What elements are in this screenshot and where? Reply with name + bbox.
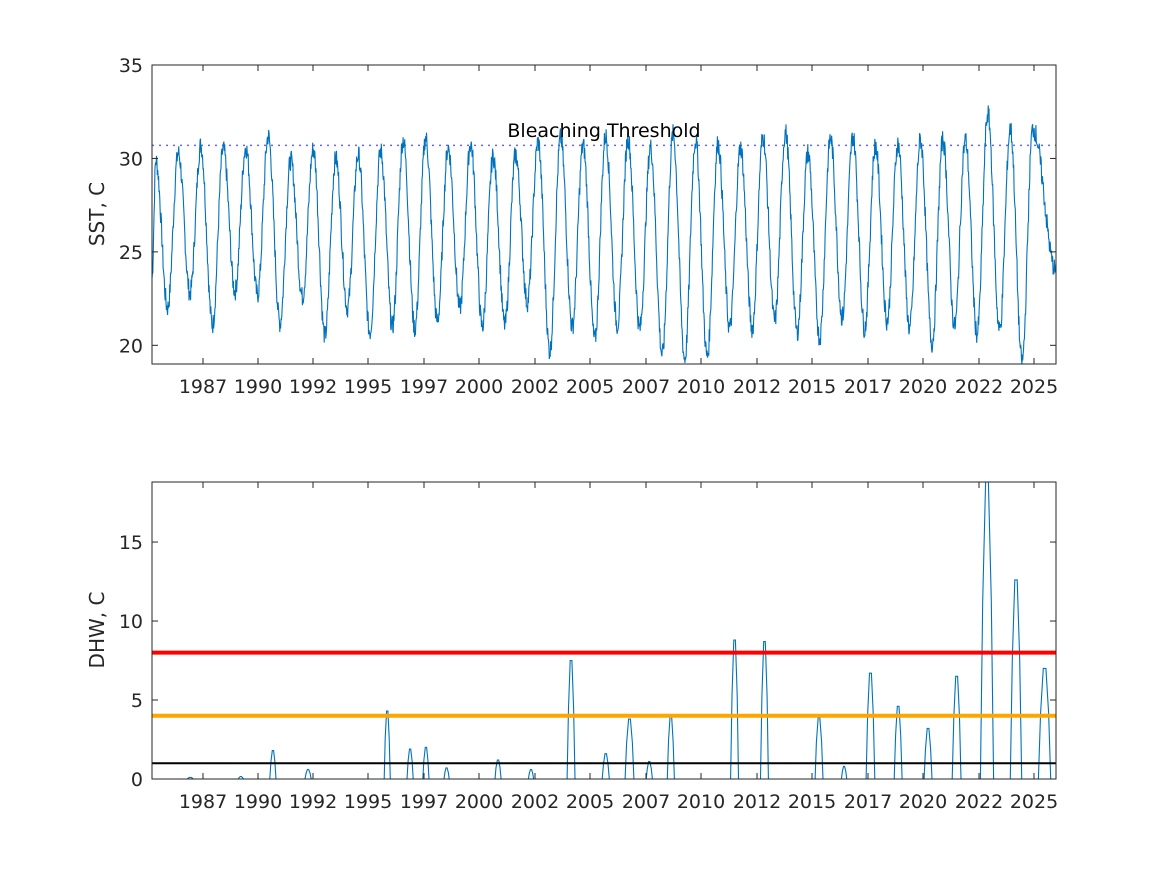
sst-x-tick-label: 2025 [1010, 376, 1058, 398]
sst-axes-frame [151, 64, 1057, 365]
dhw-x-tick-label: 1992 [289, 791, 337, 813]
sst-y-tick-label: 25 [119, 242, 143, 264]
dhw-x-tick-label: 2005 [566, 791, 614, 813]
sst-x-tick-label: 2017 [844, 376, 892, 398]
sst-x-tick-label: 2012 [733, 376, 781, 398]
dhw-y-ticks: 0 5 10 15 [119, 532, 1056, 791]
sst-x-tick-label: 2020 [899, 376, 947, 398]
sst-y-tick-label: 35 [119, 55, 143, 77]
sst-x-tick-label: 2022 [955, 376, 1003, 398]
sst-x-tick-label: 1987 [179, 376, 227, 398]
dhw-x-ticks: 1987 1990 1992 1995 1997 2000 2002 2005 2007 2010… [179, 482, 1058, 813]
dhw-y-axis-label: DHW, C [85, 592, 109, 669]
dhw-plot-area [152, 482, 1056, 779]
sst-x-tick-label: 1990 [234, 376, 282, 398]
sst-x-tick-label: 1992 [289, 376, 337, 398]
dhw-reference-lines [152, 650, 1056, 765]
sst-y-tick-label: 30 [119, 148, 143, 170]
bleaching-threshold-label: Bleaching Threshold [507, 120, 700, 142]
dhw-panel: 0 5 10 15 1987 1990 1992 1995 1997 2000 2002 2005 2… [85, 481, 1058, 813]
sst-y-tick-label: 20 [119, 335, 143, 357]
dhw-x-tick-label: 2020 [899, 791, 947, 813]
dhw-x-tick-label: 2025 [1010, 791, 1058, 813]
dhw-x-tick-label: 1987 [179, 791, 227, 813]
sst-x-tick-label: 1997 [400, 376, 448, 398]
dhw-x-tick-label: 2007 [622, 791, 670, 813]
dhw-x-tick-label: 2000 [455, 791, 503, 813]
sst-series-layer [151, 105, 1057, 365]
dhw-x-tick-label: 1997 [400, 791, 448, 813]
sst-x-tick-label: 2007 [622, 376, 670, 398]
dhw-y-tick-label: 0 [131, 769, 143, 791]
dhw-x-tick-label: 2010 [677, 791, 725, 813]
sst-x-tick-label: 2005 [566, 376, 614, 398]
dhw-x-tick-label: 2002 [511, 791, 559, 813]
dhw-x-tick-label: 2022 [955, 791, 1003, 813]
sst-x-ticks: 1987 1990 1992 1995 1997 2000 2002 2005 2007 2010… [179, 65, 1058, 398]
dhw-x-tick-label: 2012 [733, 791, 781, 813]
sst-series-line [151, 105, 1057, 365]
sst-y-ticks: 20 25 30 35 [119, 55, 1056, 357]
dhw-y-tick-label: 15 [119, 532, 143, 554]
sst-x-tick-label: 1995 [344, 376, 392, 398]
sst-plot-area [152, 65, 1056, 364]
dhw-axes-frame [151, 481, 1057, 780]
sst-x-tick-label: 2010 [677, 376, 725, 398]
sst-x-tick-label: 2002 [511, 376, 559, 398]
dhw-y-tick-label: 10 [119, 611, 143, 633]
dhw-x-tick-label: 1995 [344, 791, 392, 813]
dhw-x-tick-label: 2015 [788, 791, 836, 813]
sst-x-tick-label: 2015 [788, 376, 836, 398]
dhw-x-tick-label: 2017 [844, 791, 892, 813]
dhw-y-tick-label: 5 [131, 690, 143, 712]
sst-y-axis-label: SST, C [85, 182, 109, 246]
dhw-x-tick-label: 1990 [234, 791, 282, 813]
sst-x-tick-label: 2000 [455, 376, 503, 398]
